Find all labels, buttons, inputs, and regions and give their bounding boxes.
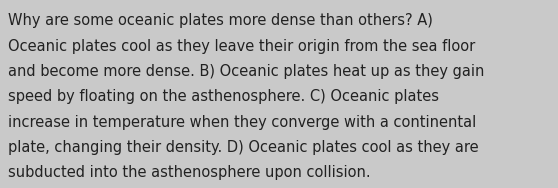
Text: Oceanic plates cool as they leave their origin from the sea floor: Oceanic plates cool as they leave their … bbox=[8, 39, 475, 54]
Text: plate, changing their density. D) Oceanic plates cool as they are: plate, changing their density. D) Oceani… bbox=[8, 140, 479, 155]
Text: subducted into the asthenosphere upon collision.: subducted into the asthenosphere upon co… bbox=[8, 165, 371, 180]
Text: and become more dense. B) Oceanic plates heat up as they gain: and become more dense. B) Oceanic plates… bbox=[8, 64, 485, 79]
Text: Why are some oceanic plates more dense than others? A): Why are some oceanic plates more dense t… bbox=[8, 13, 433, 28]
Text: speed by floating on the asthenosphere. C) Oceanic plates: speed by floating on the asthenosphere. … bbox=[8, 89, 439, 104]
Text: increase in temperature when they converge with a continental: increase in temperature when they conver… bbox=[8, 115, 477, 130]
